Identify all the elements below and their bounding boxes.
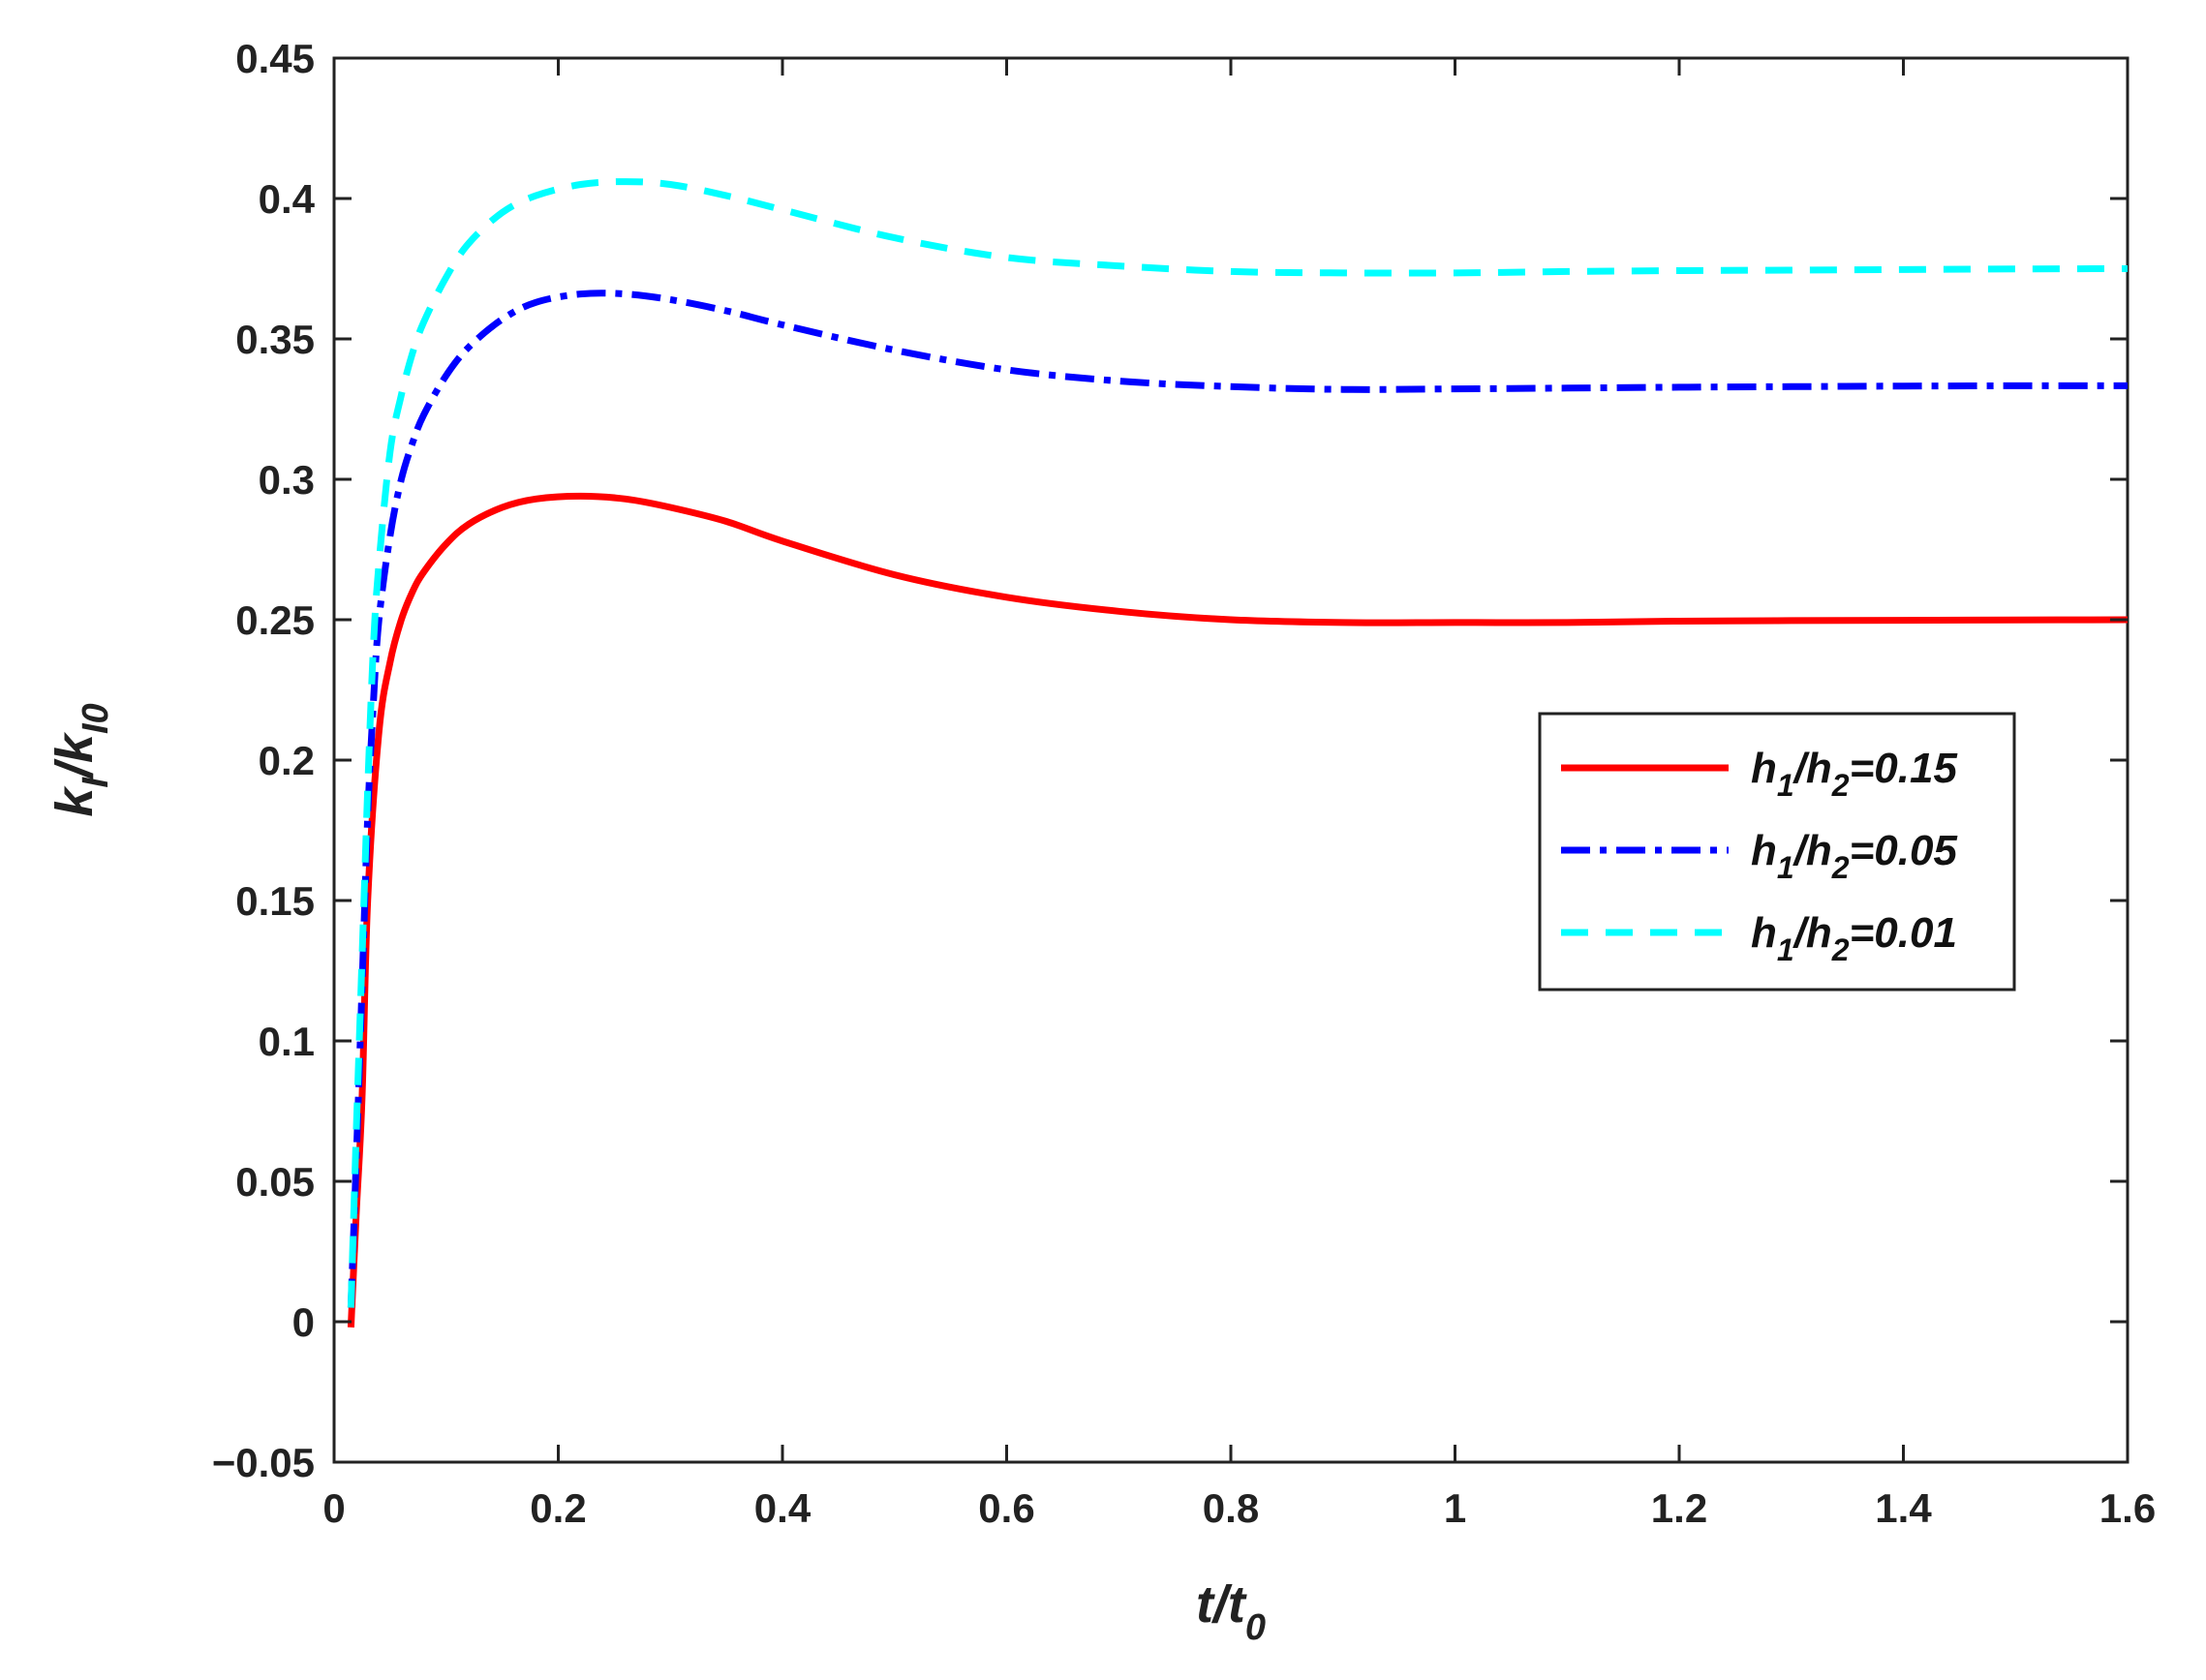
y-tick-label: 0.45 — [235, 36, 315, 81]
x-tick-label: 0.2 — [530, 1485, 586, 1531]
x-tick-label: 1.4 — [1875, 1485, 1932, 1531]
series-layer — [347, 178, 2129, 1328]
x-tick-label: 1 — [1444, 1485, 1466, 1531]
x-tick-label: 0 — [322, 1485, 345, 1531]
legend-label-part: h — [1751, 745, 1777, 792]
legend-label-3: h1/h2=0.01 — [1751, 909, 1957, 967]
y-tick-label: 0 — [292, 1299, 315, 1345]
y-tick-label: 0.1 — [259, 1019, 315, 1064]
y-tick-label: −0.05 — [212, 1440, 315, 1485]
legend-label-part: =0.05 — [1850, 827, 1958, 874]
y-tick-label: 0.4 — [259, 176, 316, 222]
y-axis-label: kI/kI0 — [46, 703, 116, 816]
y-axis-label-sub2: I0 — [76, 703, 116, 734]
y-tick-label: 0.15 — [235, 878, 315, 924]
y-tick-label: 0.05 — [235, 1159, 315, 1205]
x-tick-label: 0.4 — [754, 1485, 812, 1531]
y-axis-label-mid: /k — [46, 731, 104, 779]
series-line-1 — [347, 492, 2129, 1328]
legend-label-part: 2 — [1831, 850, 1850, 885]
legend-label-part: h — [1751, 827, 1777, 874]
y-axis-label-sub1: I — [76, 777, 116, 788]
legend-label-part: 1 — [1777, 850, 1794, 885]
legend-label-part: =0.01 — [1850, 909, 1957, 957]
x-tick-label: 1.2 — [1651, 1485, 1707, 1531]
legend-label-part: 1 — [1777, 932, 1794, 967]
x-axis-label-subscript: 0 — [1245, 1607, 1266, 1648]
legend-label-part: 2 — [1831, 768, 1850, 803]
legend-label-part: =0.15 — [1850, 745, 1958, 792]
series-line-2 — [347, 290, 2128, 1308]
legend-label-part: h — [1751, 909, 1777, 957]
ticks-layer: 0 0.2 0.4 0.6 0.8 1 1.2 1.4 1.6−0.0500.050.10.15… — [212, 36, 2156, 1531]
legend-label-1: h1/h2=0.15 — [1751, 745, 1957, 803]
legend-label-part: 2 — [1831, 932, 1850, 967]
y-axis-label-main: k — [46, 785, 104, 817]
x-tick-label: 0.6 — [978, 1485, 1034, 1531]
series-line-3 — [347, 178, 2129, 1308]
legend-label-2: h1/h2=0.05 — [1751, 827, 1957, 885]
legend-label-part: /h — [1792, 745, 1832, 792]
x-tick-label: 1.6 — [2099, 1485, 2156, 1531]
x-axis-label: t/t0 — [1196, 1575, 1266, 1648]
x-tick-label: 0.8 — [1203, 1485, 1259, 1531]
y-tick-label: 0.35 — [235, 317, 315, 362]
y-tick-label: 0.25 — [235, 597, 315, 643]
y-tick-label: 0.2 — [259, 738, 315, 783]
legend-label-part: /h — [1792, 909, 1832, 957]
y-tick-label: 0.3 — [259, 457, 315, 503]
x-axis-label-main: t/t — [1196, 1575, 1247, 1634]
legend-label-part: /h — [1792, 827, 1832, 874]
legend-label-part: 1 — [1777, 768, 1794, 803]
